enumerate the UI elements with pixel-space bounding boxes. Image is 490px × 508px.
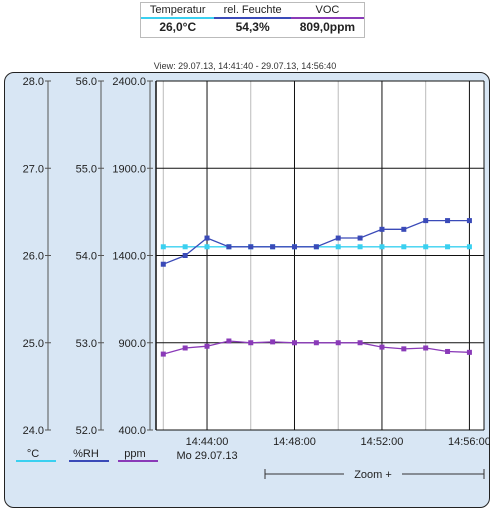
data-point-rh bbox=[379, 226, 385, 232]
data-point-rh bbox=[423, 218, 429, 224]
data-point-voc bbox=[445, 348, 451, 354]
data-point-voc bbox=[379, 344, 385, 350]
data-point-temp bbox=[335, 244, 341, 250]
data-point-rh bbox=[335, 235, 341, 241]
x-tick-label: 14:56:00 bbox=[448, 436, 490, 448]
legend-label-voc: ppm bbox=[124, 448, 145, 460]
data-point-voc bbox=[357, 340, 363, 346]
voc-header: VOC bbox=[290, 3, 364, 19]
data-point-rh bbox=[270, 244, 276, 250]
y-tick-label-voc: 400.0 bbox=[118, 425, 146, 437]
data-point-voc bbox=[204, 343, 210, 349]
data-point-voc bbox=[226, 338, 232, 344]
current-values-table: Temperatur rel. Feuchte VOC 26,0°C 54,3%… bbox=[141, 3, 364, 35]
humidity-header: rel. Feuchte bbox=[214, 3, 291, 19]
x-tick-label: 14:44:00 bbox=[186, 436, 229, 448]
humidity-value: 54,3% bbox=[235, 20, 270, 34]
data-point-temp bbox=[445, 244, 451, 250]
data-point-voc bbox=[291, 340, 297, 346]
data-point-rh bbox=[182, 253, 188, 258]
temperature-value: 26,0°C bbox=[159, 20, 197, 34]
data-point-voc bbox=[160, 351, 166, 357]
y-tick-label-rh: 56.0 bbox=[76, 76, 97, 88]
y-tick-label-voc: 900.0 bbox=[118, 338, 146, 350]
y-tick-label-temp: 28.0 bbox=[23, 76, 44, 88]
data-point-voc bbox=[466, 349, 472, 355]
data-point-temp bbox=[401, 244, 407, 250]
data-point-rh bbox=[445, 218, 451, 224]
data-point-temp bbox=[182, 244, 188, 250]
x-tick-label: 14:48:00 bbox=[273, 436, 316, 448]
data-point-voc bbox=[248, 340, 254, 346]
data-point-rh bbox=[204, 235, 210, 241]
view-range-label: View: 29.07.13, 14:41:40 - 29.07.13, 14:… bbox=[153, 61, 337, 71]
y-tick-label-voc: 1400.0 bbox=[112, 251, 146, 263]
data-point-voc bbox=[313, 340, 319, 346]
y-tick-label-temp: 25.0 bbox=[23, 338, 44, 350]
data-point-temp bbox=[379, 244, 385, 250]
data-point-rh bbox=[401, 226, 407, 232]
legend-label-temp: °C bbox=[27, 448, 39, 460]
data-point-rh bbox=[248, 244, 254, 250]
y-tick-label-temp: 27.0 bbox=[23, 163, 44, 175]
legend-label-rh: %RH bbox=[73, 448, 99, 460]
readout-frame bbox=[140, 2, 365, 38]
y-tick-label-temp: 26.0 bbox=[23, 251, 44, 263]
x-date-label: Mo 29.07.13 bbox=[176, 450, 237, 462]
y-tick-label-rh: 55.0 bbox=[76, 163, 97, 175]
data-point-voc bbox=[401, 346, 407, 352]
data-point-rh bbox=[466, 218, 472, 224]
data-point-rh bbox=[357, 235, 363, 241]
data-point-rh bbox=[226, 244, 232, 250]
temperature-header: Temperatur bbox=[141, 3, 215, 19]
data-point-rh bbox=[313, 244, 319, 250]
y-tick-label-temp: 24.0 bbox=[23, 425, 44, 437]
data-point-temp bbox=[423, 244, 429, 250]
zoom-in-button[interactable]: Zoom + bbox=[354, 469, 392, 481]
y-tick-label-voc: 1900.0 bbox=[112, 163, 146, 175]
data-point-voc bbox=[270, 339, 276, 345]
y-tick-label-rh: 53.0 bbox=[76, 338, 97, 350]
data-point-temp bbox=[204, 244, 210, 250]
data-point-rh bbox=[160, 261, 166, 267]
y-tick-label-rh: 54.0 bbox=[76, 251, 97, 263]
data-point-temp bbox=[160, 244, 166, 250]
y-tick-label-voc: 2400.0 bbox=[112, 76, 146, 88]
data-point-rh bbox=[291, 244, 297, 250]
data-point-voc bbox=[335, 340, 341, 346]
data-point-temp bbox=[466, 244, 472, 250]
y-tick-label-rh: 52.0 bbox=[76, 425, 97, 437]
x-tick-label: 14:52:00 bbox=[361, 436, 404, 448]
data-point-voc bbox=[423, 345, 429, 351]
voc-value: 809,0ppm bbox=[299, 20, 356, 34]
data-point-temp bbox=[357, 244, 363, 250]
data-point-voc bbox=[182, 345, 188, 351]
